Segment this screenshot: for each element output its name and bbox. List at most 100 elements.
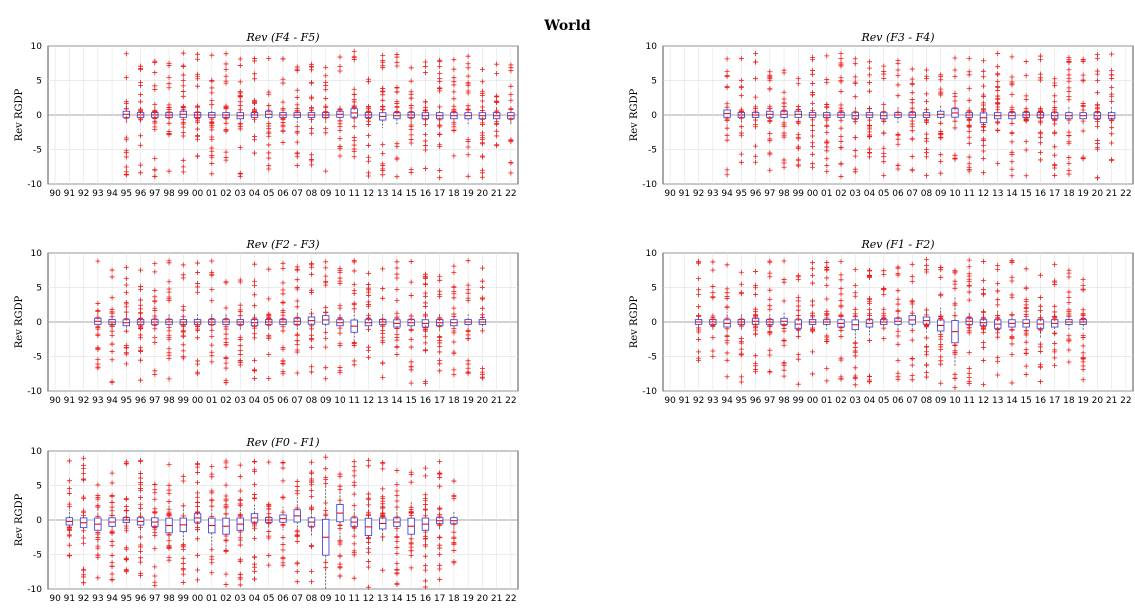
- outlier-mark: [365, 491, 371, 497]
- outlier-mark: [738, 346, 744, 352]
- outlier-mark: [408, 132, 414, 138]
- outlier-mark: [451, 535, 457, 541]
- outlier-mark: [1023, 297, 1029, 303]
- outlier-mark: [966, 297, 972, 303]
- outlier-mark: [351, 142, 357, 148]
- outlier-mark: [881, 325, 887, 331]
- outlier-mark: [223, 78, 229, 84]
- outlier-mark: [351, 468, 357, 474]
- box-05: [265, 459, 273, 568]
- outlier-mark: [1066, 294, 1072, 300]
- outlier-mark: [138, 133, 144, 139]
- outlier-mark: [138, 82, 144, 88]
- outlier-mark: [810, 266, 816, 272]
- x-tick-label: 19: [462, 594, 474, 604]
- outlier-mark: [280, 56, 286, 62]
- outlier-mark: [465, 106, 471, 112]
- outlier-mark: [337, 314, 343, 320]
- outlier-mark: [1023, 117, 1029, 123]
- x-tick-label: 16: [1035, 396, 1047, 406]
- outlier-mark: [867, 59, 873, 65]
- outlier-mark: [308, 544, 314, 550]
- outlier-mark: [810, 371, 816, 377]
- outlier-mark: [938, 158, 944, 164]
- outlier-mark: [852, 340, 858, 346]
- outlier-mark: [980, 94, 986, 100]
- outlier-mark: [909, 167, 915, 173]
- outlier-mark: [195, 115, 201, 121]
- outlier-mark: [1037, 272, 1043, 278]
- outlier-mark: [838, 298, 844, 304]
- x-tick-label: 96: [750, 189, 762, 199]
- x-tick-label: 20: [477, 396, 489, 406]
- outlier-mark: [952, 343, 958, 349]
- x-tick-label: 97: [149, 189, 160, 199]
- outlier-mark: [810, 151, 816, 157]
- outlier-mark: [923, 131, 929, 137]
- outlier-mark: [138, 142, 144, 148]
- outlier-mark: [1094, 123, 1100, 129]
- outlier-mark: [479, 278, 485, 284]
- x-tick-label: 08: [306, 189, 318, 199]
- outlier-mark: [923, 173, 929, 179]
- outlier-mark: [365, 79, 371, 85]
- outlier-mark: [966, 271, 972, 277]
- outlier-mark: [138, 297, 144, 303]
- x-tick-label: 08: [306, 594, 318, 604]
- outlier-mark: [294, 539, 300, 545]
- x-tick-label: 13: [377, 396, 388, 406]
- outlier-mark: [781, 96, 787, 102]
- outlier-mark: [195, 504, 201, 510]
- x-tick-label: 08: [921, 189, 933, 199]
- outlier-mark: [351, 491, 357, 497]
- outlier-mark: [138, 480, 144, 486]
- box-07: [908, 66, 916, 173]
- outlier-mark: [95, 552, 101, 558]
- outlier-mark: [337, 497, 343, 503]
- outlier-mark: [195, 289, 201, 295]
- outlier-mark: [995, 359, 1001, 365]
- outlier-mark: [923, 119, 929, 125]
- outlier-mark: [152, 305, 158, 311]
- outlier-mark: [710, 267, 716, 273]
- outlier-mark: [422, 121, 428, 127]
- outlier-mark: [308, 64, 314, 70]
- outlier-mark: [881, 130, 887, 136]
- outlier-mark: [308, 337, 314, 343]
- outlier-mark: [781, 104, 787, 110]
- x-tick-label: 92: [693, 189, 704, 199]
- outlier-mark: [365, 564, 371, 570]
- outlier-mark: [166, 115, 172, 121]
- outlier-mark: [123, 350, 129, 356]
- outlier-mark: [1009, 351, 1015, 357]
- outlier-mark: [1066, 133, 1072, 139]
- outlier-mark: [209, 136, 215, 142]
- outlier-mark: [451, 121, 457, 127]
- outlier-mark: [810, 117, 816, 123]
- outlier-mark: [351, 259, 357, 265]
- outlier-mark: [109, 323, 115, 329]
- outlier-mark: [810, 128, 816, 134]
- outlier-mark: [351, 513, 357, 519]
- x-tick-label: 02: [835, 189, 846, 199]
- outlier-mark: [351, 473, 357, 479]
- outlier-mark: [180, 63, 186, 69]
- outlier-mark: [479, 136, 485, 142]
- outlier-mark: [1009, 79, 1015, 85]
- x-tick-label: 17: [1049, 396, 1060, 406]
- outlier-mark: [266, 129, 272, 135]
- outlier-mark: [824, 105, 830, 111]
- outlier-mark: [867, 129, 873, 135]
- y-tick-label: -5: [648, 146, 657, 156]
- outlier-mark: [451, 66, 457, 72]
- outlier-mark: [195, 269, 201, 275]
- outlier-mark: [280, 523, 286, 529]
- x-tick-label: 06: [277, 396, 289, 406]
- outlier-mark: [451, 521, 457, 527]
- outlier-mark: [280, 140, 286, 146]
- box-00: [808, 260, 817, 377]
- x-tick-label: 18: [1063, 189, 1075, 199]
- outlier-mark: [1009, 292, 1015, 298]
- outlier-mark: [508, 170, 514, 176]
- x-tick-label: 12: [978, 189, 989, 199]
